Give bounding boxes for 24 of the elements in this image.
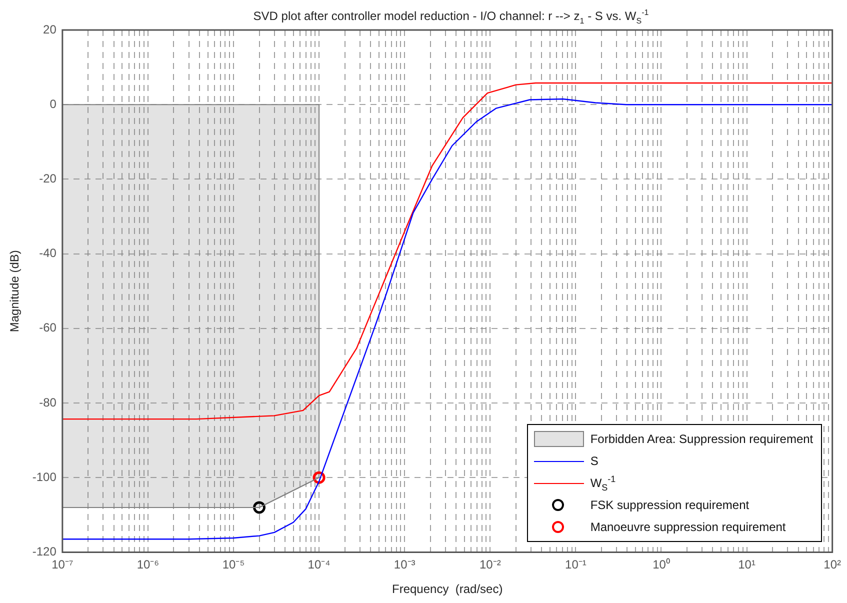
x-tick-label: 10⁻⁶ [136, 558, 160, 572]
y-tick-label: -100 [32, 470, 57, 484]
x-axis-title: Frequency (rad/sec) [392, 582, 503, 596]
y-tick-label: 0 [50, 96, 57, 111]
legend-label: FSK suppression requirement [590, 498, 750, 512]
x-tick-label: 10¹ [738, 558, 756, 572]
legend-label: S [590, 454, 598, 468]
x-tick-label: 10⁻¹ [565, 558, 586, 572]
x-tick-label: 10⁻³ [394, 558, 416, 572]
x-tick-label: 10⁻² [479, 558, 501, 572]
y-tick-label: -60 [39, 320, 57, 335]
y-tick-label: 20 [43, 22, 57, 36]
y-tick-label: -120 [32, 544, 57, 559]
x-tick-label: 10⁻⁷ [52, 558, 74, 572]
y-tick-label: -40 [39, 246, 57, 260]
x-tick-label: 10⁰ [652, 558, 670, 572]
legend-label: Forbidden Area: Suppression requirement [590, 432, 814, 446]
y-axis-title: Magnitude (dB) [8, 250, 22, 332]
x-tick-label: 10⁻⁵ [222, 558, 245, 572]
y-tick-label: -20 [39, 172, 57, 186]
x-tick-label: 10⁻⁴ [308, 558, 330, 572]
legend-label: Manoeuvre suppression requirement [590, 520, 786, 534]
x-tick-label: 10² [824, 558, 842, 572]
y-tick-label: -80 [39, 395, 57, 410]
